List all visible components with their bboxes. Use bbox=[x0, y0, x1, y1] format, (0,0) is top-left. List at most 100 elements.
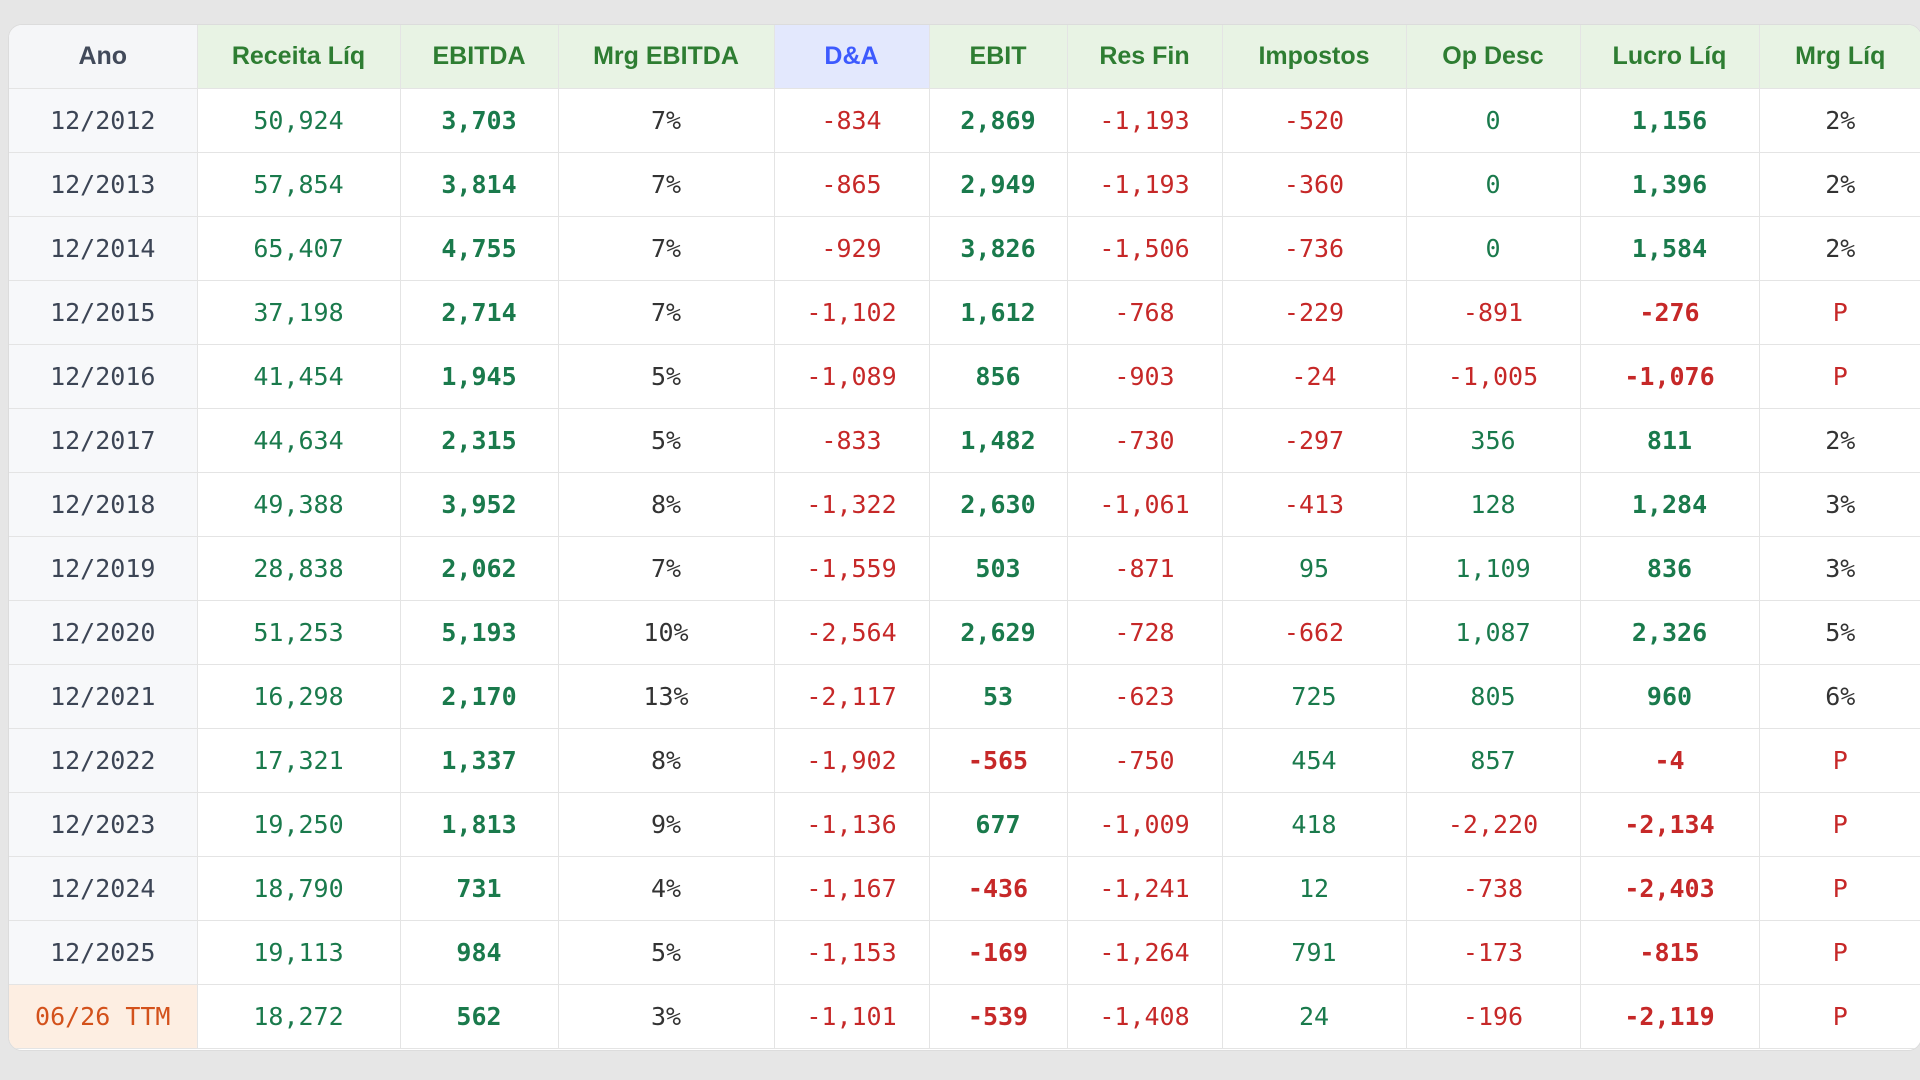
cell-receita-liq: 16,298 bbox=[197, 664, 401, 729]
header-row: Ano Receita Líq EBITDA Mrg EBITDA D&A EB… bbox=[9, 25, 1920, 89]
cell-ebit: -539 bbox=[929, 984, 1068, 1049]
cell-ebitda: 1,813 bbox=[400, 792, 559, 857]
cell-lucro-liq: -1,076 bbox=[1580, 344, 1760, 409]
cell-ebit: -436 bbox=[929, 856, 1068, 921]
cell-mrg-ebitda: 8% bbox=[558, 472, 775, 537]
header-receita-liq[interactable]: Receita Líq bbox=[197, 25, 401, 89]
cell-impostos: -662 bbox=[1222, 600, 1407, 665]
header-mrg-liq[interactable]: Mrg Líq bbox=[1759, 25, 1920, 89]
cell-receita-liq: 65,407 bbox=[197, 216, 401, 281]
cell-ebitda: 2,170 bbox=[400, 664, 559, 729]
header-ano[interactable]: Ano bbox=[9, 25, 198, 89]
cell-receita-liq: 37,198 bbox=[197, 280, 401, 345]
cell-impostos: -413 bbox=[1222, 472, 1407, 537]
cell-mrg-ebitda: 7% bbox=[558, 280, 775, 345]
header-mrg-ebitda[interactable]: Mrg EBITDA bbox=[558, 25, 775, 89]
cell-d-and-a: -2,564 bbox=[774, 600, 930, 665]
cell-receita-liq: 41,454 bbox=[197, 344, 401, 409]
cell-ebit: -565 bbox=[929, 728, 1068, 793]
cell-d-and-a: -833 bbox=[774, 408, 930, 473]
cell-ano: 12/2023 bbox=[9, 792, 198, 857]
cell-mrg-liq: 2% bbox=[1759, 152, 1920, 217]
cell-d-and-a: -2,117 bbox=[774, 664, 930, 729]
cell-mrg-ebitda: 5% bbox=[558, 344, 775, 409]
cell-mrg-liq: 2% bbox=[1759, 88, 1920, 153]
cell-ebitda: 3,814 bbox=[400, 152, 559, 217]
cell-receita-liq: 28,838 bbox=[197, 536, 401, 601]
header-d-and-a[interactable]: D&A bbox=[774, 25, 930, 89]
cell-ano: 12/2012 bbox=[9, 88, 198, 153]
cell-mrg-liq: 3% bbox=[1759, 472, 1920, 537]
cell-ano: 12/2024 bbox=[9, 856, 198, 921]
cell-op-desc: 857 bbox=[1406, 728, 1581, 793]
cell-lucro-liq: 836 bbox=[1580, 536, 1760, 601]
cell-d-and-a: -1,153 bbox=[774, 920, 930, 985]
table-row: 12/2015 37,198 2,714 7% -1,102 1,612 -768 -229-… bbox=[9, 280, 1920, 345]
table-row: 12/2013 57,854 3,814 7% -865 2,949 -1,193 -360 0… bbox=[9, 152, 1920, 217]
cell-impostos: -736 bbox=[1222, 216, 1407, 281]
cell-impostos: 418 bbox=[1222, 792, 1407, 857]
cell-lucro-liq: 1,584 bbox=[1580, 216, 1760, 281]
cell-receita-liq: 57,854 bbox=[197, 152, 401, 217]
header-op-desc[interactable]: Op Desc bbox=[1406, 25, 1581, 89]
header-res-fin[interactable]: Res Fin bbox=[1067, 25, 1223, 89]
cell-op-desc: -2,220 bbox=[1406, 792, 1581, 857]
cell-impostos: -297 bbox=[1222, 408, 1407, 473]
cell-lucro-liq: 1,156 bbox=[1580, 88, 1760, 153]
header-ebitda[interactable]: EBITDA bbox=[400, 25, 559, 89]
cell-mrg-liq: P bbox=[1759, 344, 1920, 409]
table-row: 12/2024 18,790 731 4% -1,167 -436 -1,241 12 -738… bbox=[9, 856, 1920, 921]
cell-op-desc: -738 bbox=[1406, 856, 1581, 921]
cell-ebit: 677 bbox=[929, 792, 1068, 857]
cell-impostos: -229 bbox=[1222, 280, 1407, 345]
cell-ano: 12/2013 bbox=[9, 152, 198, 217]
header-impostos[interactable]: Impostos bbox=[1222, 25, 1407, 89]
cell-lucro-liq: 1,284 bbox=[1580, 472, 1760, 537]
cell-receita-liq: 19,250 bbox=[197, 792, 401, 857]
cell-res-fin: -623 bbox=[1067, 664, 1223, 729]
cell-mrg-ebitda: 7% bbox=[558, 88, 775, 153]
cell-op-desc: 356 bbox=[1406, 408, 1581, 473]
cell-op-desc: -196 bbox=[1406, 984, 1581, 1049]
financial-table: Ano Receita Líq EBITDA Mrg EBITDA D&A EB… bbox=[9, 25, 1920, 1049]
cell-res-fin: -730 bbox=[1067, 408, 1223, 473]
cell-ano: 12/2025 bbox=[9, 920, 198, 985]
table-row: 12/2012 50,924 3,703 7% -834 2,869 -1,193 -520 0… bbox=[9, 88, 1920, 153]
cell-ebitda: 3,952 bbox=[400, 472, 559, 537]
cell-ano: 12/2022 bbox=[9, 728, 198, 793]
cell-mrg-ebitda: 10% bbox=[558, 600, 775, 665]
cell-ebit: -169 bbox=[929, 920, 1068, 985]
cell-mrg-ebitda: 8% bbox=[558, 728, 775, 793]
table-body: 12/2012 50,924 3,703 7% -834 2,869 -1,193 -520 0… bbox=[9, 88, 1920, 1049]
cell-impostos: 454 bbox=[1222, 728, 1407, 793]
cell-mrg-liq: P bbox=[1759, 728, 1920, 793]
cell-receita-liq: 44,634 bbox=[197, 408, 401, 473]
cell-mrg-ebitda: 7% bbox=[558, 216, 775, 281]
cell-ebitda: 731 bbox=[400, 856, 559, 921]
cell-op-desc: 1,109 bbox=[1406, 536, 1581, 601]
cell-op-desc: -173 bbox=[1406, 920, 1581, 985]
cell-ebitda: 4,755 bbox=[400, 216, 559, 281]
cell-mrg-ebitda: 3% bbox=[558, 984, 775, 1049]
cell-mrg-ebitda: 7% bbox=[558, 536, 775, 601]
cell-ebit: 856 bbox=[929, 344, 1068, 409]
cell-d-and-a: -834 bbox=[774, 88, 930, 153]
cell-mrg-liq: P bbox=[1759, 792, 1920, 857]
cell-ebit: 1,482 bbox=[929, 408, 1068, 473]
header-lucro-liq[interactable]: Lucro Líq bbox=[1580, 25, 1760, 89]
cell-mrg-ebitda: 4% bbox=[558, 856, 775, 921]
cell-ebitda: 562 bbox=[400, 984, 559, 1049]
cell-impostos: 24 bbox=[1222, 984, 1407, 1049]
table-row: 06/26 TTM 18,272 562 3% -1,101 -539 -1,408 24 -1… bbox=[9, 984, 1920, 1049]
cell-impostos: 12 bbox=[1222, 856, 1407, 921]
cell-ebitda: 984 bbox=[400, 920, 559, 985]
cell-d-and-a: -1,101 bbox=[774, 984, 930, 1049]
cell-d-and-a: -1,167 bbox=[774, 856, 930, 921]
cell-op-desc: -891 bbox=[1406, 280, 1581, 345]
cell-ebit: 2,869 bbox=[929, 88, 1068, 153]
cell-res-fin: -1,193 bbox=[1067, 152, 1223, 217]
cell-lucro-liq: 811 bbox=[1580, 408, 1760, 473]
header-ebit[interactable]: EBIT bbox=[929, 25, 1068, 89]
cell-lucro-liq: 1,396 bbox=[1580, 152, 1760, 217]
cell-op-desc: 128 bbox=[1406, 472, 1581, 537]
